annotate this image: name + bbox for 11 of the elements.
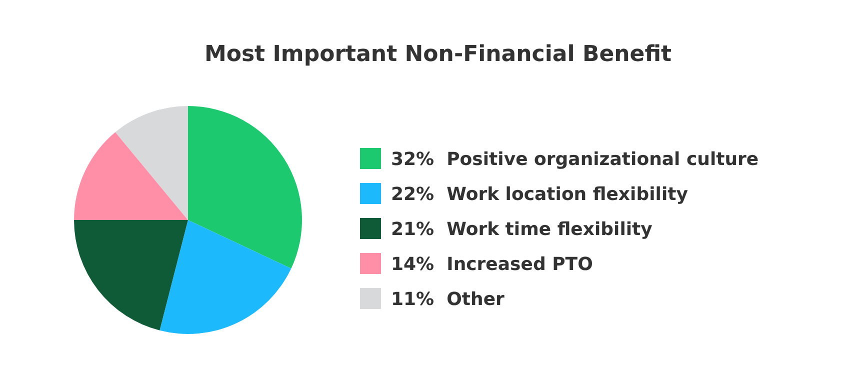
pie-slice: [74, 220, 188, 330]
legend-label: 32% Positive organizational culture: [391, 149, 759, 170]
pie-slice: [115, 106, 188, 220]
legend-label: 11% Other: [391, 289, 505, 310]
pie-slice: [74, 132, 188, 220]
legend-label: 22% Work location flexibility: [391, 184, 688, 205]
pie-slice: [160, 220, 292, 334]
pie-slice: [188, 106, 302, 269]
chart-title: Most Important Non-Financial Benefit: [204, 42, 672, 67]
legend-label: 14% Increased PTO: [391, 254, 593, 275]
legend-label: 21% Work time flexibility: [391, 219, 653, 240]
